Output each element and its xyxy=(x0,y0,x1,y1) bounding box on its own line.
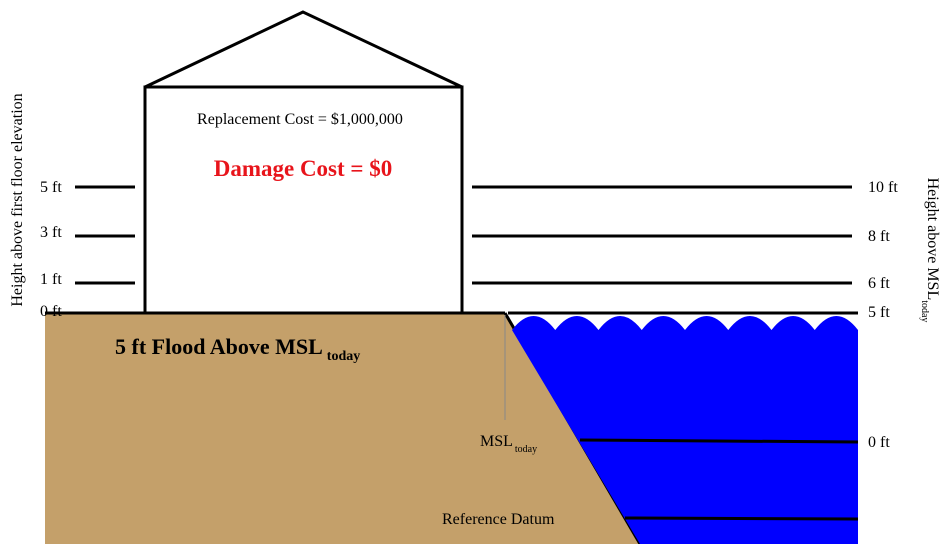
right-axis-title-subscript: today xyxy=(919,300,930,322)
left-tick-label: 3 ft xyxy=(40,224,62,241)
msl-label-subscript: today xyxy=(515,444,537,455)
left-tick-label: 1 ft xyxy=(40,271,62,288)
left-tick-label: 0 ft xyxy=(40,303,62,320)
msl-line xyxy=(580,440,858,442)
right-tick-label: 10 ft xyxy=(868,179,898,196)
right-tick-label: 5 ft xyxy=(868,304,890,321)
roof xyxy=(145,12,462,87)
right-tick-label: 0 ft xyxy=(868,434,890,451)
damage-cost: Damage Cost = $0 xyxy=(214,156,393,181)
replacement-cost: Replacement Cost = $1,000,000 xyxy=(197,111,403,128)
left-axis-title: Height above first floor elevation xyxy=(9,93,26,306)
msl-label-text: MSL xyxy=(480,433,513,450)
right-axis-title-text: Height above MSL xyxy=(924,178,941,301)
left-tick-label: 5 ft xyxy=(40,179,62,196)
right-tick-label: 6 ft xyxy=(868,275,890,292)
datum-line xyxy=(625,518,858,519)
right-axis-title: Height above MSLtoday xyxy=(919,178,941,323)
flood-diagram: Replacement Cost = $1,000,000 Damage Cos… xyxy=(0,0,946,544)
reference-datum: Reference Datum xyxy=(442,511,555,528)
right-tick-label: 8 ft xyxy=(868,228,890,245)
flood-label-subscript: today xyxy=(327,349,360,364)
flood-label-text: 5 ft Flood Above MSL xyxy=(115,334,323,359)
